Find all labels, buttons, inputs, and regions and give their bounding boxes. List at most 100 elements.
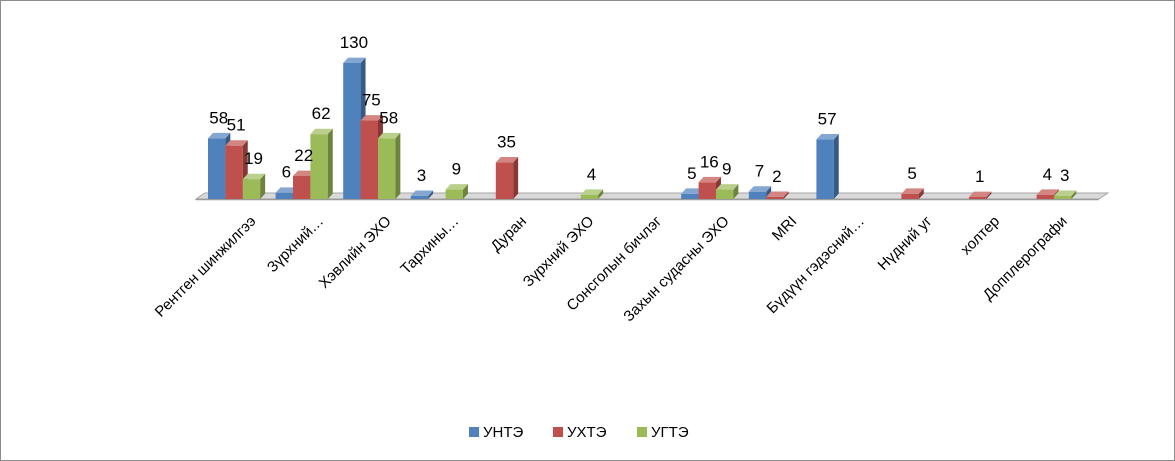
legend-item: УГТЭ [637,424,689,441]
bar-front [969,197,987,199]
bar-front [293,175,311,199]
bar [901,188,924,199]
bar-side [833,133,839,199]
bar-front [698,182,716,199]
bar-top [681,188,704,194]
category-label: Рентген шинжилгээ [152,213,260,321]
data-label: 3 [417,166,426,185]
data-label: 57 [818,109,837,128]
bar-top [225,140,248,146]
bar-side [428,190,434,199]
legend-item: УХТЭ [553,424,607,441]
bar [242,173,266,199]
bar-front [208,138,226,199]
data-label: 4 [587,165,596,184]
bar [698,176,721,199]
data-label: 1 [975,167,984,186]
bar-top [275,187,298,193]
category-label: Зүрхний… [264,213,327,276]
bar-side [327,128,333,199]
bar-front [580,194,599,199]
data-label: 9 [452,160,461,179]
bar [410,190,434,199]
bar-front [225,145,243,199]
bar-side [513,156,519,199]
bar-side [260,173,266,199]
bar-top [901,188,924,194]
data-label: 9 [722,160,731,179]
bar-top [716,184,739,190]
data-label: 16 [700,152,719,171]
bar-side [986,191,992,199]
bar-front [310,134,328,199]
data-label: 5 [907,164,916,183]
data-label: 75 [362,91,381,110]
category-label: холтер [958,213,1004,259]
bar-top [310,128,333,135]
bar-side [783,191,789,199]
bar-side [463,184,468,199]
bar [310,128,333,199]
bar [580,189,604,199]
bar-top [766,191,789,197]
bar-side [1071,190,1077,199]
bar-top [1036,189,1059,195]
bar-front [1054,195,1072,199]
data-label: 35 [497,132,516,151]
data-label: 2 [772,167,781,186]
bar-front [275,192,293,199]
bar-front [445,189,463,199]
bar-top [816,133,839,140]
bar-front [410,195,429,199]
bar-front [766,196,784,199]
bar-top [748,186,772,192]
bar-side [918,188,924,199]
category-label: Нүдний уг [875,212,936,273]
bar-front [681,193,699,199]
category-label: Дуран [488,213,530,255]
legend-label: УГТЭ [651,424,689,441]
bar [1054,190,1077,199]
data-label: 51 [227,116,246,135]
legend-swatch [553,427,563,437]
data-label: 5 [687,164,696,183]
bar-top [242,173,266,180]
bar [495,156,519,199]
bar-front [378,138,396,199]
bar-top [343,57,366,63]
bar-front [1036,194,1054,199]
legend-label: УХТЭ [567,424,607,441]
bar-top [969,191,992,197]
bar [816,133,839,199]
bar-side [598,189,604,199]
data-label: 62 [312,104,331,123]
bar [716,184,739,199]
bar-front [748,191,767,199]
legend-swatch [469,427,479,437]
data-label: 130 [340,33,368,52]
data-label: 7 [755,162,764,181]
bar-top [378,132,401,139]
bar-top [580,189,604,195]
data-label: 22 [294,146,313,165]
bar-front [716,189,734,199]
bar [445,184,468,199]
legend-swatch [637,427,647,437]
bar-top [208,132,231,139]
data-label: 58 [379,108,398,127]
bar-top [445,184,468,190]
bar-front [495,162,514,199]
bar-side [395,132,401,199]
bar-front [242,179,261,199]
category-label: Хэвлийн ЭХО [316,213,395,292]
bar-front [901,193,919,199]
bar-top [360,115,383,121]
data-label: 58 [209,108,228,127]
data-label: 3 [1060,166,1069,185]
bar-front [360,120,378,199]
bar [378,132,401,199]
bar-top [698,176,721,183]
category-label: Тархины… [397,213,462,278]
